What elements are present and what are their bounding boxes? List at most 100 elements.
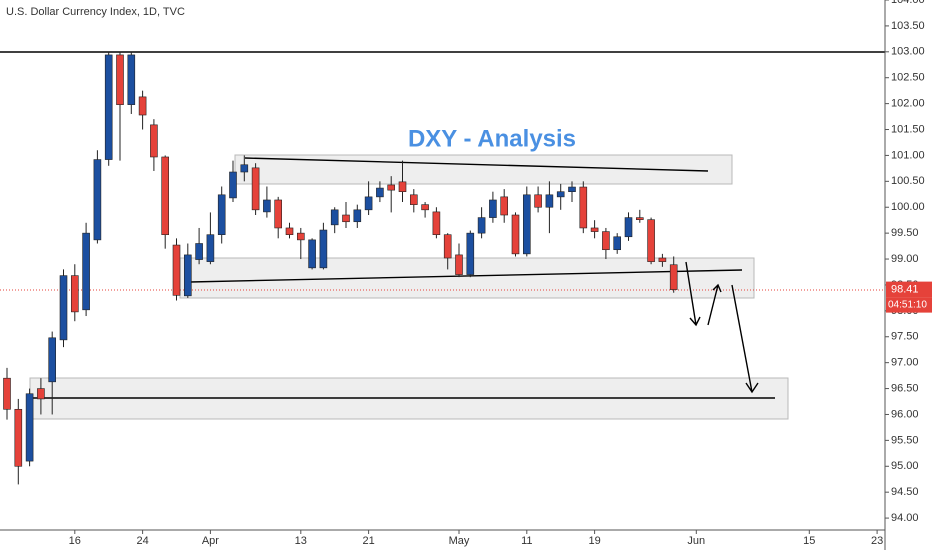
x-tick-label: 16 <box>69 535 81 547</box>
candle-body <box>556 191 565 198</box>
candle-body <box>172 244 181 296</box>
x-tick-label: 11 <box>521 535 532 547</box>
y-tick-label: 100.00 <box>891 201 925 213</box>
candle-body <box>285 227 294 235</box>
candle-body <box>240 164 249 173</box>
y-tick-label: 101.00 <box>891 149 925 161</box>
candle-body <box>443 234 452 259</box>
candle-body <box>568 186 576 192</box>
y-tick-label: 102.00 <box>891 98 925 110</box>
candle-body <box>353 209 362 223</box>
y-tick-label: 96.00 <box>891 408 919 420</box>
x-tick-label: May <box>449 535 470 547</box>
candle-body <box>330 209 339 226</box>
countdown-label: 04:51:10 <box>888 300 927 311</box>
y-tick-label: 94.50 <box>891 486 919 498</box>
candle-body <box>489 199 497 218</box>
candle-body <box>127 54 136 105</box>
candle-body <box>534 194 542 208</box>
x-tick-label: Jun <box>687 535 705 547</box>
candle-body <box>500 196 509 216</box>
candle-body <box>387 184 396 191</box>
y-tick-label: 99.50 <box>891 227 919 239</box>
y-tick-label: 104.00 <box>891 0 925 6</box>
y-tick-label: 102.50 <box>891 72 925 84</box>
drawings <box>0 51 885 420</box>
y-tick-label: 103.00 <box>891 46 925 58</box>
candle-body <box>296 232 305 241</box>
candle-body <box>342 214 350 223</box>
candle-body <box>150 124 158 158</box>
candle-body <box>48 337 57 383</box>
candle-body <box>432 211 441 235</box>
candles <box>3 51 678 485</box>
candle-body <box>263 199 271 213</box>
candle-body <box>138 96 147 116</box>
candle-body <box>624 217 633 238</box>
candle-body <box>590 227 599 232</box>
candle-body <box>251 167 260 211</box>
candle-body <box>477 217 486 234</box>
candle-body <box>409 194 418 205</box>
arrow <box>731 284 759 394</box>
candle-body <box>14 408 23 467</box>
y-tick-label: 96.50 <box>891 382 919 394</box>
candle-body <box>25 393 34 462</box>
candle-body <box>274 199 283 229</box>
candle-body <box>82 232 90 311</box>
candle-body <box>455 254 463 275</box>
candle-body <box>195 243 203 260</box>
y-tick-label: 100.50 <box>891 175 925 187</box>
candle-body <box>364 196 373 211</box>
y-tick-label: 97.00 <box>891 357 919 369</box>
y-tick-label: 95.50 <box>891 434 919 446</box>
last-price-box <box>886 281 932 298</box>
candle-body <box>658 257 667 262</box>
candle-body <box>376 187 384 198</box>
candle-body <box>398 181 407 192</box>
trend-line <box>244 157 709 172</box>
trend-line <box>189 269 743 283</box>
x-tick-label: 15 <box>803 535 815 547</box>
candle-body <box>217 194 226 235</box>
x-tick-label: 21 <box>362 535 374 547</box>
candle-body <box>579 186 588 229</box>
candle-body <box>184 254 192 297</box>
price-axis <box>885 0 932 550</box>
candle-body <box>37 388 45 400</box>
candle-body <box>161 156 169 235</box>
candle-body <box>104 54 113 160</box>
candle-body <box>229 171 237 199</box>
candle-body <box>319 229 328 269</box>
candle-body <box>93 159 102 241</box>
y-tick-label: 99.00 <box>891 253 919 265</box>
y-tick-label: 97.50 <box>891 331 919 343</box>
last-price-label: 98.41 <box>891 284 919 296</box>
candle-body <box>613 236 622 251</box>
x-tick-label: 24 <box>136 535 148 547</box>
candle-body <box>466 232 475 275</box>
arrow <box>707 283 722 326</box>
x-tick-label: 19 <box>588 535 600 547</box>
candle-body <box>116 54 124 105</box>
candle-body <box>522 194 531 255</box>
x-tick-label: 23 <box>871 535 883 547</box>
countdown-box <box>886 297 932 313</box>
x-tick-label: 13 <box>295 535 307 547</box>
chart-title: U.S. Dollar Currency Index, 1D, TVC <box>6 6 185 18</box>
candle-body <box>511 214 520 255</box>
candle-body <box>206 234 215 262</box>
y-tick-label: 103.50 <box>891 20 925 32</box>
candle-body <box>669 264 678 290</box>
candle-body <box>71 275 79 313</box>
candle-body <box>308 239 316 269</box>
candle-body <box>635 217 644 220</box>
y-tick-label: 94.00 <box>891 512 919 524</box>
y-tick-label: 101.50 <box>891 123 925 135</box>
candle-body <box>545 194 554 208</box>
candle-body <box>3 377 11 410</box>
candle-body <box>647 219 655 262</box>
candle-body <box>421 204 429 211</box>
axes: 94.00 94.50 95.00 95.50 96.00 96.50 97.00 97.50… <box>69 0 925 547</box>
